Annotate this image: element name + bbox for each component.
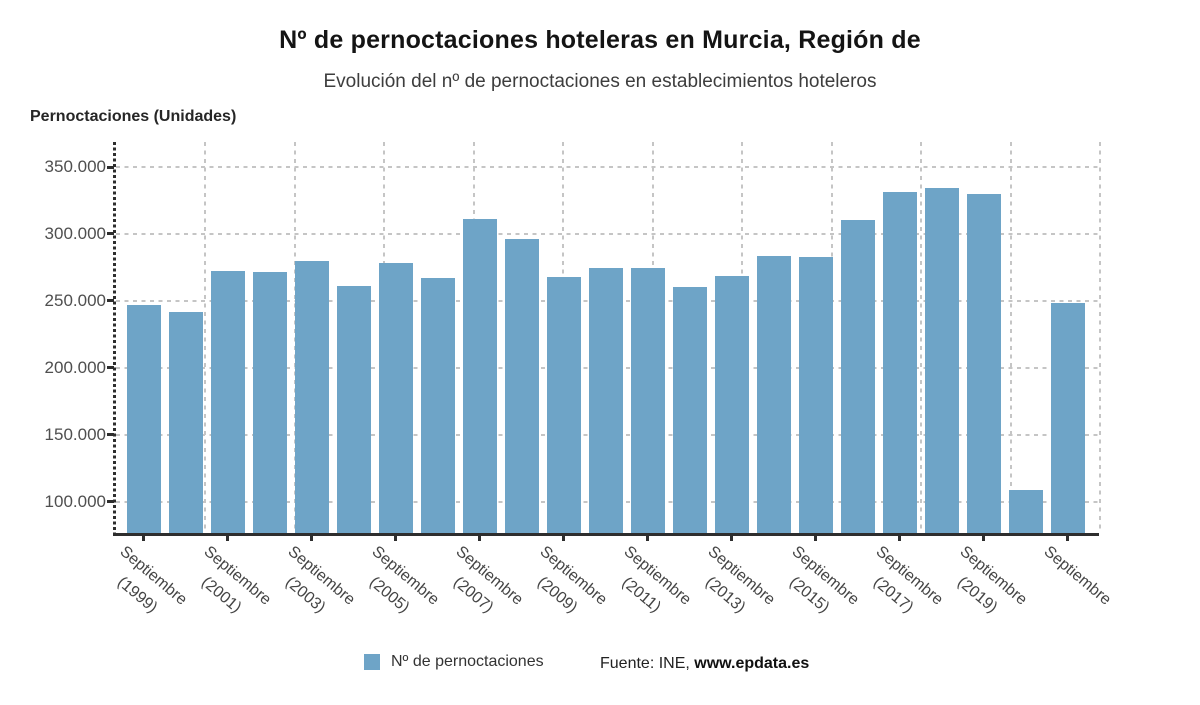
- y-axis-title: Pernoctaciones (Unidades): [30, 108, 237, 125]
- bar-2005: [378, 263, 413, 533]
- bar-1999: [126, 304, 161, 533]
- x-tick-label: Septiembre (2003): [265, 540, 360, 631]
- chart-legend: Nº de pernoctaciones: [364, 653, 544, 671]
- bar-2013: [714, 276, 749, 533]
- y-tick-label: 100.000: [44, 491, 106, 511]
- x-tick-label: Septiembre (2007): [433, 540, 528, 631]
- chart-subtitle: Evolución del nº de pernoctaciones en es…: [323, 71, 877, 92]
- bar-2014: [756, 255, 791, 533]
- x-tick-label: Septiembre (2009): [517, 540, 612, 631]
- x-tick-mark: [394, 535, 397, 541]
- bar-2003: [294, 261, 329, 533]
- x-tick-mark: [730, 535, 733, 541]
- x-tick-label: Septiembre (2005): [349, 540, 444, 631]
- bar-2007: [462, 219, 497, 533]
- h-gridline: [116, 232, 1099, 235]
- bar-2009: [546, 276, 581, 533]
- bar-2012: [672, 286, 707, 533]
- bar-2004: [336, 286, 371, 533]
- x-tick-label-month: Septiembre: [1040, 543, 1114, 609]
- x-axis-line: [113, 533, 1099, 536]
- x-tick-mark: [982, 535, 985, 541]
- y-tick-mark: [107, 500, 114, 504]
- y-tick-mark: [107, 366, 114, 370]
- x-tick-mark: [898, 535, 901, 541]
- y-tick-mark: [107, 433, 114, 437]
- bar-2021: [1050, 303, 1085, 533]
- y-tick-label: 300.000: [44, 223, 106, 243]
- x-tick-label: Septiembre (2001): [181, 540, 276, 631]
- x-tick-mark: [814, 535, 817, 541]
- bar-2017: [882, 192, 917, 533]
- bar-2019: [966, 194, 1001, 533]
- x-tick-label: Septiembre: [1037, 540, 1116, 612]
- x-tick-label: Septiembre (1999): [97, 540, 192, 631]
- x-tick-mark: [646, 535, 649, 541]
- bar-2020: [1008, 489, 1043, 533]
- h-gridline: [116, 166, 1099, 168]
- v-gridline: [1099, 142, 1101, 533]
- v-gridline: [204, 142, 206, 533]
- bar-2000: [168, 311, 203, 533]
- x-tick-label: Septiembre (2013): [685, 540, 780, 631]
- chart-title: Nº de pernoctaciones hoteleras en Murcia…: [279, 26, 921, 54]
- source-site: www.epdata.es: [694, 655, 810, 672]
- bar-2001: [210, 270, 245, 533]
- x-tick-label: Septiembre (2015): [769, 540, 864, 631]
- x-tick-label: Septiembre (2019): [937, 540, 1032, 631]
- x-tick-label: Septiembre (2017): [853, 540, 948, 631]
- bar-2008: [504, 238, 539, 533]
- x-tick-mark: [478, 535, 481, 541]
- v-gridline: [1009, 142, 1012, 533]
- legend-series-label: Nº de pernoctaciones: [391, 653, 544, 670]
- x-tick-label: Septiembre (2011): [601, 540, 696, 631]
- y-tick-mark: [107, 232, 114, 236]
- bar-2015: [798, 256, 833, 533]
- x-tick-mark: [562, 535, 565, 541]
- bar-2016: [840, 219, 875, 533]
- source-prefix: Fuente: INE,: [600, 655, 695, 672]
- y-tick-label: 150.000: [44, 424, 106, 444]
- bar-2010: [588, 268, 623, 533]
- x-tick-mark: [226, 535, 229, 541]
- bar-2018: [924, 188, 959, 533]
- y-tick-mark: [107, 165, 114, 169]
- v-gridline: [920, 142, 922, 533]
- bar-2002: [252, 272, 287, 533]
- x-tick-mark: [310, 535, 313, 541]
- y-tick-mark: [107, 299, 114, 303]
- y-tick-label: 250.000: [44, 290, 106, 310]
- source-note: Fuente: INE, www.epdata.es: [600, 655, 809, 673]
- x-tick-mark: [1066, 535, 1069, 541]
- legend-swatch: [364, 654, 380, 670]
- x-tick-mark: [142, 535, 145, 541]
- y-tick-label: 200.000: [44, 357, 106, 377]
- y-tick-label: 350.000: [44, 157, 106, 176]
- y-axis-line: [113, 142, 116, 533]
- bar-2006: [420, 278, 455, 533]
- bar-2011: [630, 268, 665, 533]
